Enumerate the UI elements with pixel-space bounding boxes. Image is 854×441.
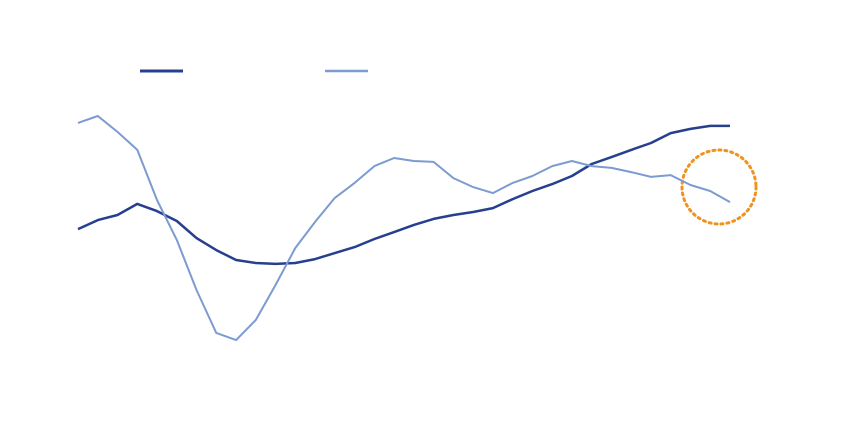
line-series xyxy=(77,124,730,266)
highlight-circle xyxy=(680,148,758,226)
line-series xyxy=(77,115,731,342)
